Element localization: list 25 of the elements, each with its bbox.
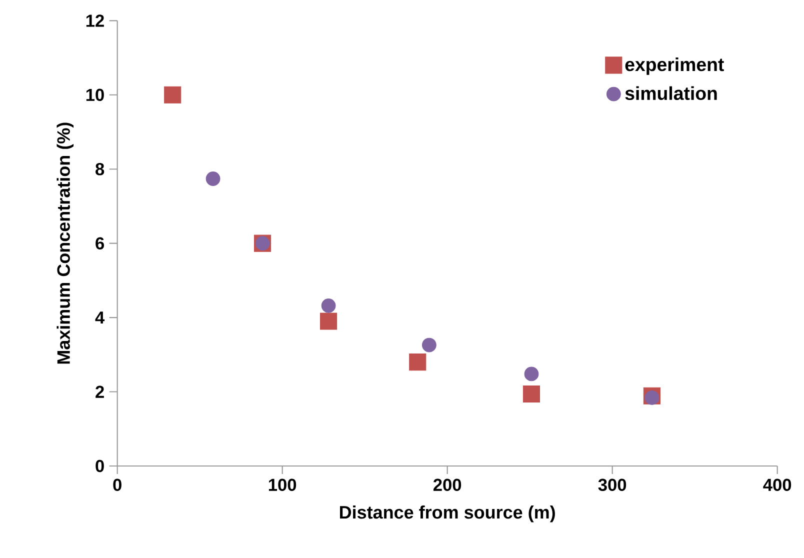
y-tick-label: 2 xyxy=(96,386,104,398)
x-tick-label: 0 xyxy=(113,478,122,491)
y-tick-label: 10 xyxy=(86,88,104,102)
x-tick-label: 300 xyxy=(598,478,626,492)
y-tick-label: 12 xyxy=(86,14,104,27)
x-tick-label: 400 xyxy=(763,478,792,491)
x-tick-label: 100 xyxy=(268,478,296,491)
y-tick-label: 4 xyxy=(95,312,105,324)
y-tick-label: 8 xyxy=(96,162,104,176)
point xyxy=(644,390,660,405)
y-tick-label: 6 xyxy=(96,237,104,250)
x-tick-label: 200 xyxy=(433,478,462,491)
legend-label: experiment xyxy=(625,57,724,75)
point xyxy=(524,366,539,382)
point xyxy=(206,172,220,186)
legend-label: simulation xyxy=(625,86,717,100)
y-tick-label: 0 xyxy=(96,460,104,472)
point xyxy=(522,385,540,403)
point xyxy=(320,312,338,330)
x-axis-title: Distance from source (m) xyxy=(340,505,555,522)
point xyxy=(422,338,436,352)
point xyxy=(409,354,426,371)
point xyxy=(321,298,336,313)
y-axis-title: Maximum Concentration (%) xyxy=(56,122,74,364)
point xyxy=(164,86,182,104)
